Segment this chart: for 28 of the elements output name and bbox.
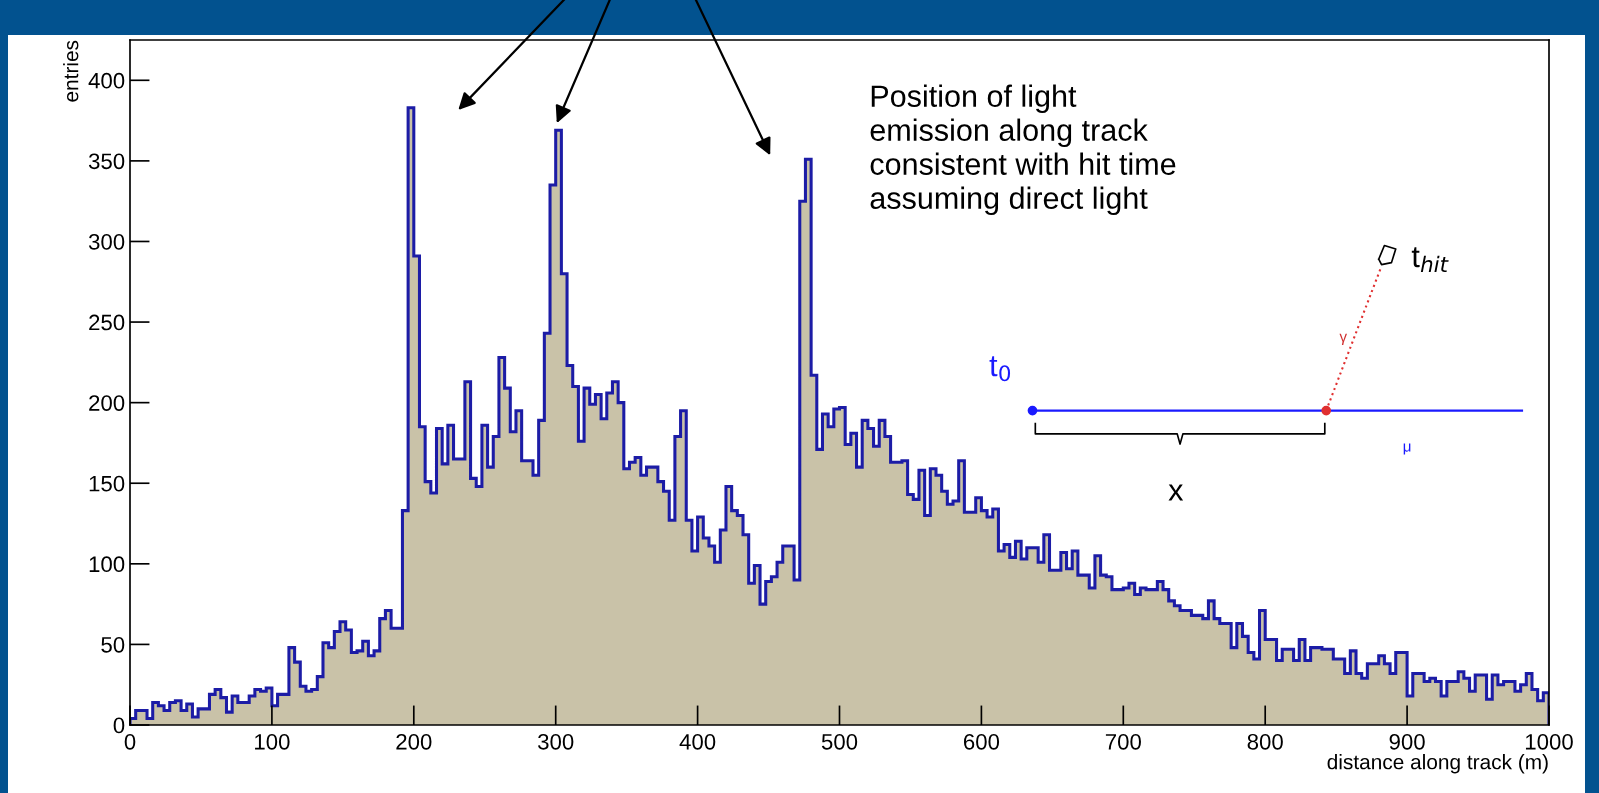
y-tick-label: 100	[89, 556, 125, 573]
x-tick-label: 300	[538, 733, 574, 750]
y-tick-label: 150	[89, 475, 125, 492]
annotation: t$_{hit}$	[1411, 247, 1449, 273]
annotation: μ	[1403, 443, 1411, 455]
y-tick-label: 400	[88, 72, 125, 89]
x-tick-label: 600	[963, 733, 1000, 750]
y-tick-label: 0	[113, 717, 125, 734]
y-tick-label: 350	[88, 153, 125, 170]
x-tick-label: 400	[679, 733, 716, 750]
y-axis-title: entries	[63, 40, 79, 102]
y-tick-label: 200	[89, 395, 125, 411]
annotation: γ	[1339, 333, 1348, 346]
annotation: t$_{0}$	[989, 356, 1011, 382]
annotation: x	[1168, 484, 1184, 501]
y-tick-label: 50	[101, 636, 125, 653]
annotation: Position of light emission along track consistent with hit time assuming direct light	[870, 84, 1176, 216]
y-tick-label: 250	[89, 314, 125, 331]
x-tick-label: 700	[1105, 733, 1141, 750]
x-tick-label: 100	[255, 733, 290, 750]
x-axis-title: distance along track (m)	[1327, 754, 1548, 774]
y-tick-label: 300	[88, 234, 125, 250]
x-tick-label: 900	[1389, 733, 1425, 750]
x-tick-label: 0	[124, 733, 136, 750]
x-tick-label: 200	[396, 733, 432, 750]
x-tick-label: 500	[821, 733, 858, 750]
x-tick-label: 800	[1247, 733, 1283, 750]
x-tick-label: 1000	[1525, 733, 1573, 750]
